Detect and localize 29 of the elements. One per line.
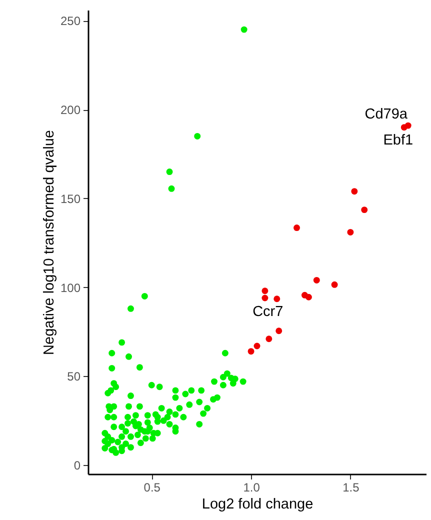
x-tick-label: 1.0 xyxy=(243,480,260,494)
x-tick-label: 0.5 xyxy=(144,480,161,494)
point xyxy=(313,276,320,284)
point xyxy=(331,281,338,288)
point xyxy=(266,336,272,342)
y-tick-label: 150 xyxy=(60,192,81,206)
y-tick-label: 100 xyxy=(60,280,81,295)
x-axis-title: Log2 fold change xyxy=(202,496,314,512)
point xyxy=(347,228,354,236)
annotation: Cd79a xyxy=(364,106,408,123)
point xyxy=(361,206,368,214)
point xyxy=(274,296,280,302)
point xyxy=(305,294,312,300)
y-tick-label: 0 xyxy=(74,458,81,473)
y-axis-title: Negative log10 transformed qvalue xyxy=(41,130,58,355)
point xyxy=(262,288,268,294)
point xyxy=(254,342,260,350)
point xyxy=(262,294,268,302)
annotation: Ccr7 xyxy=(252,304,284,320)
point xyxy=(351,188,358,195)
y-tick-label: 50 xyxy=(67,370,81,384)
x-tick-label: 1.5 xyxy=(342,480,360,494)
y-tick-label: 200 xyxy=(60,103,81,118)
point xyxy=(248,348,254,355)
point xyxy=(400,124,408,131)
annotation: Ebf1 xyxy=(383,132,414,148)
point xyxy=(294,224,300,232)
point xyxy=(276,328,282,334)
y-tick-label: 250 xyxy=(60,14,81,28)
